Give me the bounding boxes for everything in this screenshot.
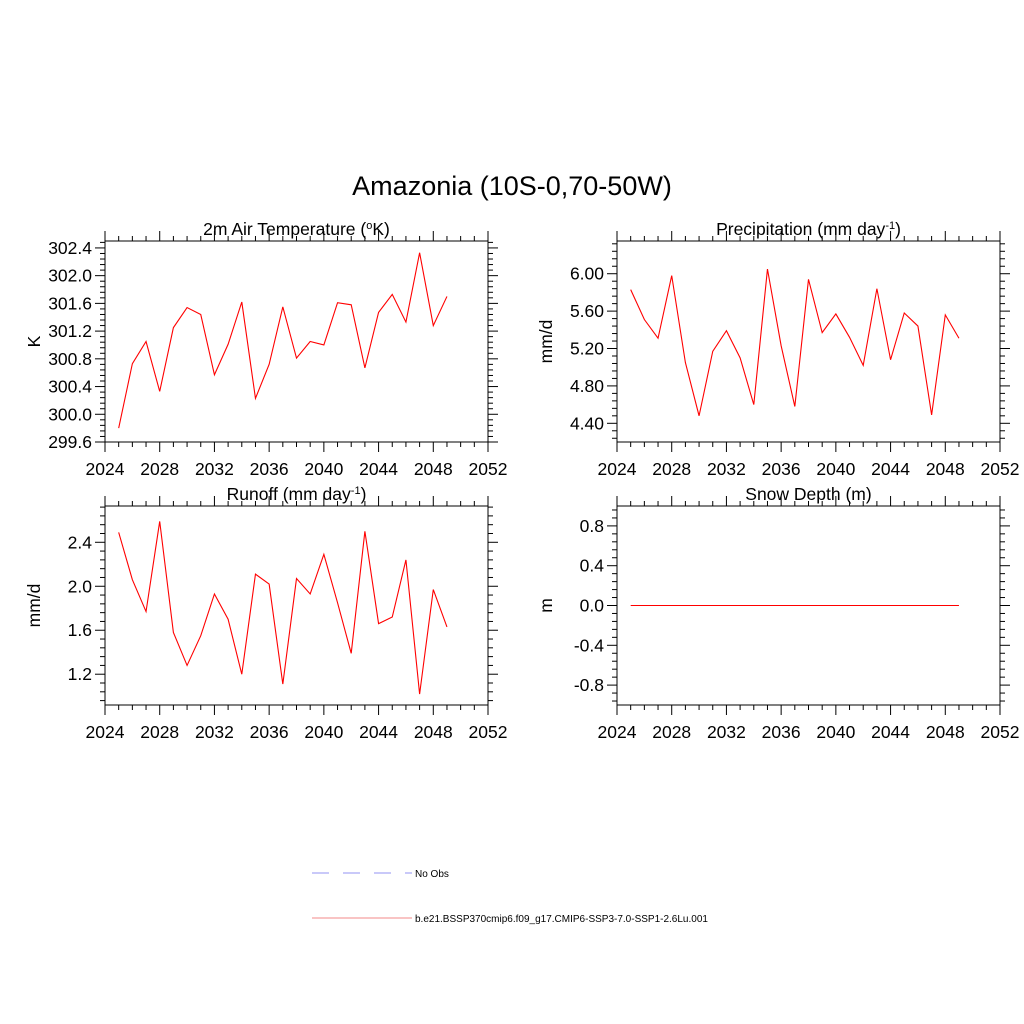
y-axis-label-precipitation: mm/d [536, 320, 556, 364]
x-tick-label-precipitation: 2032 [707, 459, 746, 479]
x-tick-label-snow-depth: 2028 [652, 722, 691, 742]
legend-label-no-obs: No Obs [415, 869, 449, 880]
x-tick-label-runoff: 2040 [304, 722, 343, 742]
y-tick-label-temperature: 299.6 [48, 432, 92, 452]
y-tick-label-temperature: 300.8 [48, 349, 92, 369]
panel-title-runoff: Runoff (mm day-1) [227, 484, 367, 504]
x-tick-label-snow-depth: 2044 [871, 722, 910, 742]
panel-title-precipitation: Precipitation (mm day-1) [716, 219, 901, 239]
panel-temperature: 2m Air Temperature (oK) K 2024 2028 2032 2036… [24, 219, 507, 479]
y-tick-label-temperature: 302.0 [48, 266, 92, 286]
y-tick-label-precipitation: 5.60 [570, 301, 604, 321]
y-tick-label-runoff: 2.0 [68, 576, 93, 596]
x-tick-label-precipitation: 2052 [981, 459, 1020, 479]
y-tick-label-runoff: 2.4 [68, 532, 93, 552]
panel-title-temperature: 2m Air Temperature (oK) [203, 219, 390, 239]
x-tick-label-snow-depth: 2052 [981, 722, 1020, 742]
series-line-runoff [118, 521, 448, 695]
x-tick-label-snow-depth: 2040 [816, 722, 855, 742]
y-tick-label-snow-depth: -0.8 [574, 675, 604, 695]
x-tick-label-snow-depth: 2032 [707, 722, 746, 742]
legend: No Obs b.e21.BSSP370cmip6.f09_g17.CMIP6-… [312, 869, 708, 925]
x-tick-label-runoff: 2032 [195, 722, 234, 742]
x-tick-label-snow-depth: 2048 [926, 722, 965, 742]
y-axis-label-runoff: mm/d [24, 584, 44, 628]
y-tick-label-runoff: 1.6 [68, 620, 92, 640]
series-line-temperature [118, 252, 448, 429]
x-tick-label-temperature: 2036 [250, 459, 289, 479]
y-tick-label-snow-depth: 0.0 [580, 596, 605, 616]
x-tick-label-runoff: 2024 [86, 722, 125, 742]
y-tick-label-temperature: 300.0 [48, 404, 92, 424]
x-tick-label-precipitation: 2048 [926, 459, 965, 479]
x-tick-label-temperature: 2024 [86, 459, 125, 479]
x-tick-label-temperature: 2044 [359, 459, 398, 479]
panel-precipitation: Precipitation (mm day-1) mm/d 2024 2028 2032… [536, 219, 1019, 479]
y-tick-label-precipitation: 4.40 [570, 413, 604, 433]
panel-title-snow-depth: Snow Depth (m) [745, 484, 871, 504]
y-tick-label-snow-depth: 0.8 [580, 516, 604, 536]
figure-title: Amazonia (10S-0,70-50W) [352, 171, 672, 201]
y-tick-label-runoff: 1.2 [68, 664, 92, 684]
panel-runoff: Runoff (mm day-1) mm/d 2024 2028 2032 2036 204… [24, 484, 507, 742]
x-tick-label-runoff: 2028 [140, 722, 179, 742]
series-line-precipitation [630, 268, 960, 416]
y-tick-label-temperature: 301.2 [48, 321, 92, 341]
x-tick-label-snow-depth: 2036 [762, 722, 801, 742]
x-tick-label-precipitation: 2040 [816, 459, 855, 479]
panels-group: 2m Air Temperature (oK) K 2024 2028 2032 2036… [24, 219, 1019, 742]
x-tick-label-runoff: 2036 [250, 722, 289, 742]
y-tick-label-temperature: 302.4 [48, 238, 92, 258]
x-tick-label-precipitation: 2044 [871, 459, 910, 479]
y-tick-label-temperature: 301.6 [48, 293, 92, 313]
y-tick-label-precipitation: 4.80 [570, 376, 604, 396]
x-tick-label-temperature: 2052 [469, 459, 508, 479]
y-tick-label-precipitation: 6.00 [570, 264, 604, 284]
x-tick-label-precipitation: 2028 [652, 459, 691, 479]
legend-label-model: b.e21.BSSP370cmip6.f09_g17.CMIP6-SSP3-7.… [415, 914, 708, 925]
x-tick-label-snow-depth: 2024 [598, 722, 637, 742]
x-tick-label-precipitation: 2036 [762, 459, 801, 479]
y-tick-label-temperature: 300.4 [48, 377, 92, 397]
y-tick-label-snow-depth: -0.4 [574, 635, 604, 655]
x-tick-label-precipitation: 2024 [598, 459, 637, 479]
y-tick-label-snow-depth: 0.4 [580, 556, 605, 576]
panel-snow-depth: Snow Depth (m) m 2024 2028 2032 2036 2040 2044 2… [536, 484, 1019, 742]
y-axis-label-snow-depth: m [536, 598, 556, 613]
x-tick-label-temperature: 2048 [414, 459, 453, 479]
x-tick-label-temperature: 2032 [195, 459, 234, 479]
x-tick-label-temperature: 2028 [140, 459, 179, 479]
x-tick-label-runoff: 2048 [414, 722, 453, 742]
y-axis-label-temperature: K [24, 335, 44, 347]
x-tick-label-temperature: 2040 [304, 459, 343, 479]
x-tick-label-runoff: 2044 [359, 722, 398, 742]
x-tick-label-runoff: 2052 [469, 722, 508, 742]
y-tick-label-precipitation: 5.20 [570, 339, 604, 359]
